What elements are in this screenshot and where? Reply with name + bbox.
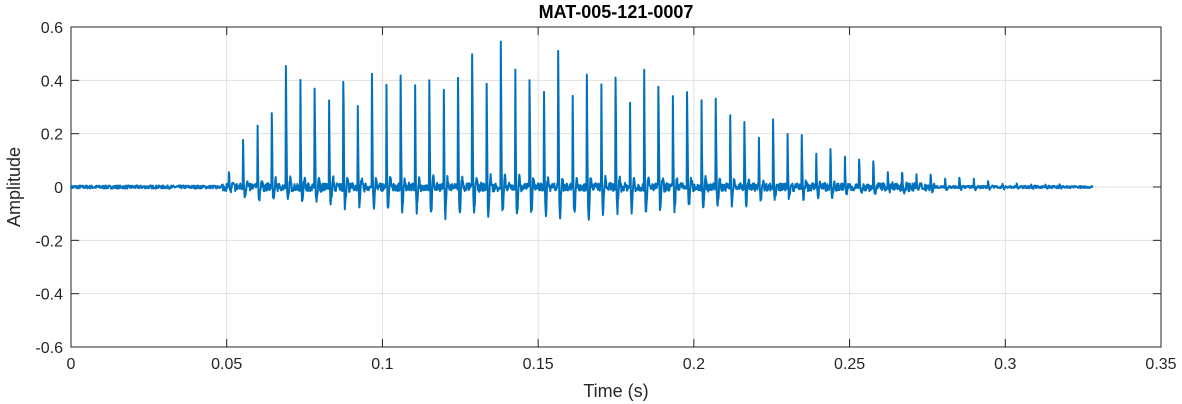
y-tick-label: 0.4 bbox=[41, 73, 63, 90]
y-axis-label: Amplitude bbox=[4, 147, 24, 227]
signal-line bbox=[70, 40, 1094, 221]
x-axis-ticks: 0 0.05 0.1 0.15 0.2 0.25 0.3 0.35 bbox=[67, 27, 1177, 373]
x-tick-label: 0.25 bbox=[834, 356, 865, 373]
x-tick-label: 0.35 bbox=[1145, 356, 1176, 373]
y-tick-label: -0.2 bbox=[35, 233, 63, 250]
y-tick-label: 0 bbox=[54, 180, 63, 197]
x-tick-label: 0.3 bbox=[994, 356, 1016, 373]
x-tick-label: 0 bbox=[67, 356, 76, 373]
x-axis-label: Time (s) bbox=[583, 381, 648, 401]
y-tick-label: -0.6 bbox=[35, 340, 63, 357]
y-axis-ticks: -0.6 -0.4 -0.2 0 0.2 0.4 0.6 bbox=[35, 20, 1161, 357]
y-tick-label: -0.4 bbox=[35, 287, 63, 304]
x-tick-label: 0.15 bbox=[523, 356, 554, 373]
y-tick-label: 0.6 bbox=[41, 20, 63, 37]
chart-title: MAT-005-121-0007 bbox=[539, 2, 694, 22]
x-tick-label: 0.05 bbox=[211, 356, 242, 373]
x-tick-label: 0.2 bbox=[683, 356, 705, 373]
y-tick-label: 0.2 bbox=[41, 127, 63, 144]
x-tick-label: 0.1 bbox=[371, 356, 393, 373]
